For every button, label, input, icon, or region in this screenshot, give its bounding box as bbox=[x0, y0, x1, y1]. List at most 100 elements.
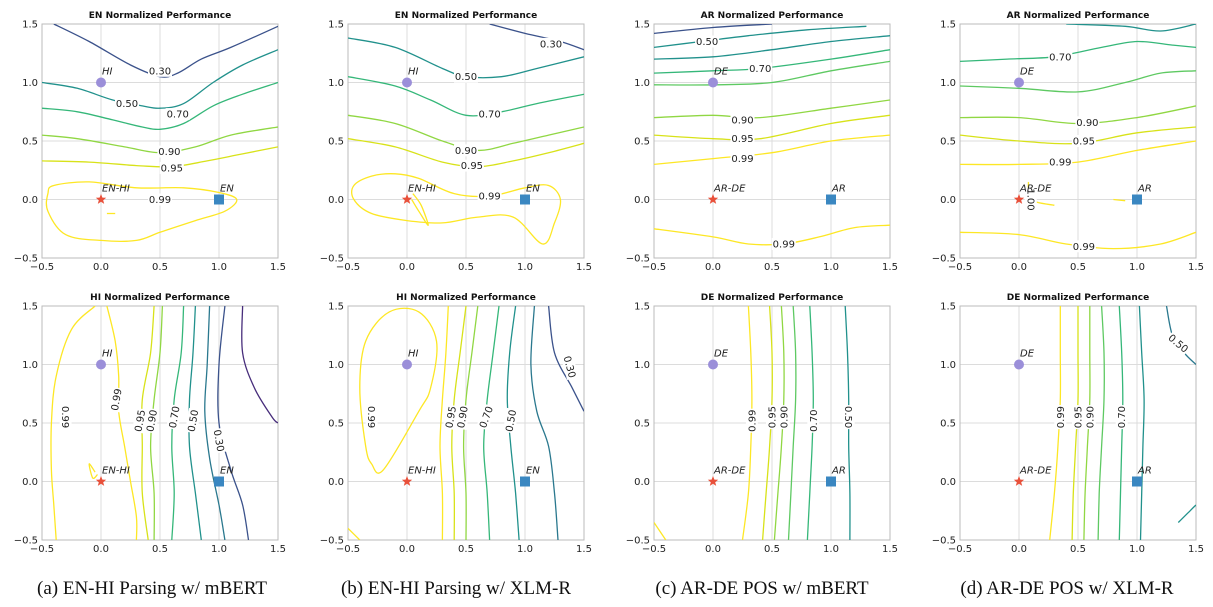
y-tick-label: 0.0 bbox=[634, 195, 650, 206]
point-marker-star bbox=[1013, 476, 1025, 486]
y-tick-label: 1.5 bbox=[22, 302, 38, 313]
contour-label: 0.90 bbox=[145, 409, 160, 433]
y-tick-label: 0.5 bbox=[22, 137, 38, 148]
contour-line bbox=[654, 114, 890, 141]
contour-label-group: 0.90 bbox=[157, 145, 182, 158]
x-tick-label: 1.5 bbox=[882, 262, 898, 273]
point-marker-circle bbox=[708, 77, 718, 88]
contour-label-bg bbox=[157, 145, 182, 158]
y-tick-label: 1.0 bbox=[328, 78, 344, 89]
contour-label-bg bbox=[1075, 116, 1100, 129]
y-tick-label: 0.0 bbox=[940, 477, 956, 488]
y-tick-label: 1.5 bbox=[634, 20, 650, 31]
contour-label-group: 0.90 bbox=[143, 407, 160, 434]
caption-d: (d) AR-DE POS w/ XLM-R bbox=[960, 578, 1174, 599]
contour-label: 0.70 bbox=[1049, 52, 1071, 63]
x-tick-label: 1.0 bbox=[823, 262, 839, 273]
plot-frame bbox=[41, 23, 279, 259]
contour-label: 0.90 bbox=[731, 115, 753, 126]
contour-label-bg bbox=[459, 159, 484, 172]
subplot-7: −0.5−0.5 0.0 0.0 0.5 0.5 1.0 1.0 1.5 1.5 DE Norma… bbox=[932, 293, 1204, 555]
y-tick-label: −0.5 bbox=[626, 536, 650, 547]
contour-label: 0.70 bbox=[478, 110, 500, 121]
contour-label-group: 0.99 bbox=[365, 405, 378, 430]
subplot-2: −0.5−0.5 0.0 0.0 0.5 0.5 1.0 1.0 1.5 1.5 AR Norma… bbox=[626, 11, 898, 273]
contour-label-bg bbox=[476, 403, 496, 431]
point-label: EN bbox=[220, 466, 234, 477]
point-marker-star bbox=[707, 194, 719, 204]
contour-label: 1.00 bbox=[1024, 188, 1035, 210]
contour-line bbox=[654, 99, 890, 119]
x-tick-label: 1.5 bbox=[1188, 262, 1204, 273]
contour-label: 0.90 bbox=[1085, 406, 1096, 428]
y-tick-label: 1.5 bbox=[22, 20, 38, 31]
contour-label-bg bbox=[1054, 405, 1067, 430]
point-marker-square bbox=[214, 194, 224, 205]
contour-label-group: 0.99 bbox=[108, 386, 125, 413]
contour-label-bg bbox=[1071, 240, 1096, 253]
x-tick-label: 1.0 bbox=[211, 544, 227, 555]
contour-line bbox=[960, 140, 1196, 166]
point-label: EN-HI bbox=[102, 184, 130, 195]
contour-label-bg bbox=[730, 113, 755, 126]
y-tick-label: 0.5 bbox=[22, 419, 38, 430]
contour-line bbox=[547, 306, 584, 412]
contour-label-group: 0.99 bbox=[730, 152, 755, 165]
contour-label-bg bbox=[148, 193, 172, 206]
x-tick-label: −0.5 bbox=[30, 262, 54, 273]
y-tick-label: 1.5 bbox=[634, 302, 650, 313]
point-marker-circle bbox=[1014, 77, 1024, 88]
contour-label-group: 0.95 bbox=[459, 159, 484, 172]
contour-label-bg bbox=[745, 408, 758, 433]
point-label: AR bbox=[831, 466, 846, 477]
x-tick-label: 1.5 bbox=[270, 544, 286, 555]
y-tick-label: −0.5 bbox=[14, 254, 38, 265]
contour-label-group: 0.70 bbox=[1048, 50, 1073, 63]
contour-label-group: 0.70 bbox=[477, 108, 502, 121]
point-label: DE bbox=[714, 349, 729, 360]
contour-label-bg bbox=[365, 405, 378, 430]
x-tick-label: 0.0 bbox=[93, 262, 109, 273]
x-tick-label: −0.5 bbox=[336, 544, 360, 555]
subplot-5: −0.5−0.5 0.0 0.0 0.5 0.5 1.0 1.0 1.5 1.5 HI Norma… bbox=[320, 293, 592, 555]
contour-line bbox=[45, 181, 238, 242]
caption-c: (c) AR-DE POS w/ mBERT bbox=[655, 578, 869, 599]
point-marker-circle bbox=[708, 359, 718, 370]
contour-line bbox=[654, 35, 890, 60]
point-label: AR-DE bbox=[713, 184, 746, 195]
contour-label-group: 0.99 bbox=[745, 408, 758, 433]
contour-line bbox=[1177, 504, 1196, 523]
point-marker-square bbox=[1132, 194, 1142, 205]
contour-label-bg bbox=[807, 408, 820, 433]
contour-label-bg bbox=[454, 70, 478, 83]
contour-label: 0.99 bbox=[747, 410, 758, 432]
y-tick-label: 0.5 bbox=[328, 419, 344, 430]
x-tick-label: −0.5 bbox=[642, 262, 666, 273]
contour-label-bg bbox=[748, 62, 773, 75]
x-tick-label: 1.0 bbox=[823, 544, 839, 555]
subplot-3: −0.5−0.5 0.0 0.0 0.5 0.5 1.0 1.0 1.5 1.5 AR Norma… bbox=[932, 11, 1204, 273]
x-tick-label: 1.5 bbox=[270, 262, 286, 273]
x-tick-label: 0.0 bbox=[705, 262, 721, 273]
contour-label: 0.90 bbox=[158, 147, 180, 158]
point-label: HI bbox=[102, 349, 113, 360]
contour-group: 0.700.900.950.990.991.00 bbox=[960, 24, 1196, 253]
contour-label-group: 0.99 bbox=[477, 190, 502, 203]
contour-label: 0.90 bbox=[779, 406, 790, 428]
point-label: DE bbox=[714, 67, 729, 78]
point-marker-star bbox=[401, 476, 413, 486]
contour-label-group: 0.30 bbox=[561, 353, 579, 380]
point-marker-circle bbox=[96, 77, 106, 88]
contour-label-bg bbox=[730, 132, 755, 145]
contour-label: 0.70 bbox=[749, 64, 771, 75]
x-tick-label: 1.5 bbox=[1188, 544, 1204, 555]
point-marker-star bbox=[707, 476, 719, 486]
x-tick-label: −0.5 bbox=[948, 544, 972, 555]
contour-label-bg bbox=[442, 404, 459, 430]
contour-label: 0.90 bbox=[456, 405, 471, 429]
contour-label-bg bbox=[477, 190, 502, 202]
contour-label: 0.99 bbox=[365, 406, 376, 428]
contour-line bbox=[654, 134, 890, 166]
contour-label-bg bbox=[165, 108, 190, 121]
y-tick-label: 1.0 bbox=[940, 360, 956, 371]
